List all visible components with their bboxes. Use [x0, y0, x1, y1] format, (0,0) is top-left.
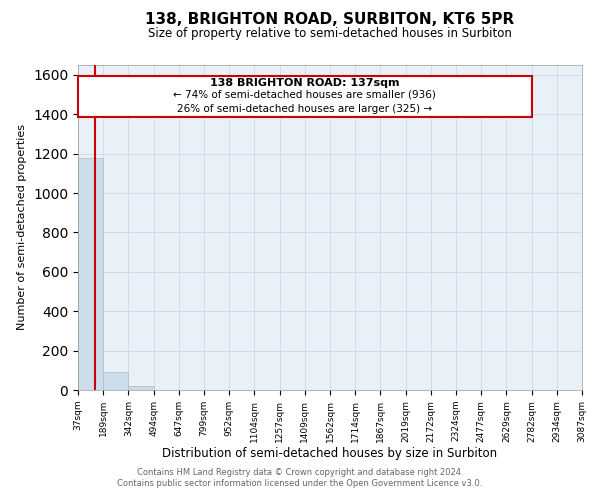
FancyBboxPatch shape — [78, 76, 532, 117]
Text: Contains HM Land Registry data © Crown copyright and database right 2024.
Contai: Contains HM Land Registry data © Crown c… — [118, 468, 482, 487]
Bar — [103, 372, 128, 390]
Bar — [128, 386, 154, 390]
Text: 138, BRIGHTON ROAD, SURBITON, KT6 5PR: 138, BRIGHTON ROAD, SURBITON, KT6 5PR — [145, 12, 515, 28]
Text: ← 74% of semi-detached houses are smaller (936): ← 74% of semi-detached houses are smalle… — [173, 90, 436, 100]
Y-axis label: Number of semi-detached properties: Number of semi-detached properties — [17, 124, 28, 330]
Text: 26% of semi-detached houses are larger (325) →: 26% of semi-detached houses are larger (… — [177, 104, 433, 114]
Bar — [78, 158, 103, 390]
Text: Size of property relative to semi-detached houses in Surbiton: Size of property relative to semi-detach… — [148, 28, 512, 40]
X-axis label: Distribution of semi-detached houses by size in Surbiton: Distribution of semi-detached houses by … — [163, 448, 497, 460]
Text: 138 BRIGHTON ROAD: 137sqm: 138 BRIGHTON ROAD: 137sqm — [210, 78, 400, 88]
